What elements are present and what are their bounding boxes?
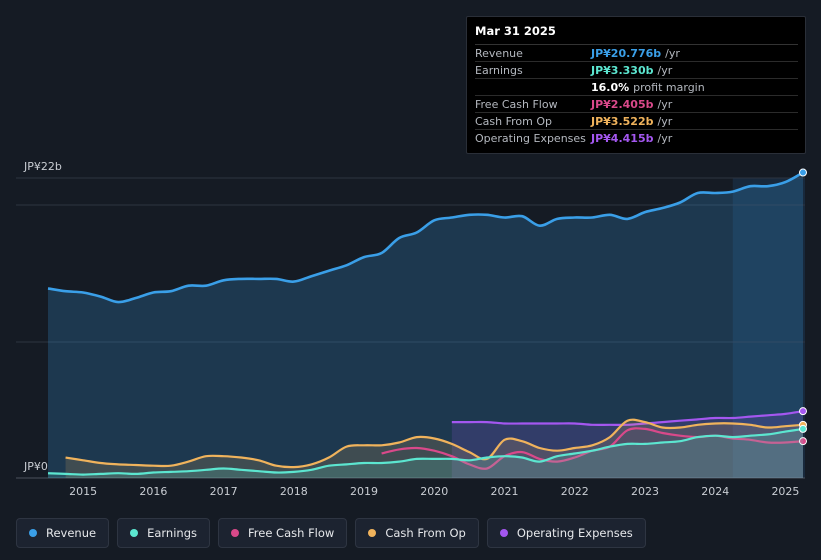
tooltip-label: Revenue: [475, 46, 523, 60]
series-line-revenue: [47, 171, 804, 304]
series-area-cash-from-op: [65, 419, 804, 478]
legend-label: Cash From Op: [385, 526, 466, 540]
series-line-earnings: [47, 427, 804, 476]
tooltip-row-profit-margin: 16.0% profit margin: [475, 79, 798, 96]
tooltip-value: JP¥4.415b: [591, 132, 654, 145]
x-tick-label: 2015: [69, 485, 97, 498]
tooltip-label: Free Cash Flow: [475, 97, 558, 111]
tooltip-row-earnings: Earnings JP¥3.330b /yr: [475, 62, 798, 79]
x-tick-label: 2025: [771, 485, 799, 498]
tooltip-unit: /yr: [657, 63, 673, 77]
x-axis-ticks: 2015 2016 2017 2018 2019 2020 2021 2022 2023 2024…: [69, 485, 799, 498]
legend-item-earnings[interactable]: Earnings: [117, 518, 210, 548]
tooltip-unit: profit margin: [633, 80, 705, 94]
tooltip-unit: /yr: [657, 114, 673, 128]
tooltip-row-operating-expenses: Operating Expenses JP¥4.415b /yr: [475, 130, 798, 147]
legend-label: Earnings: [147, 526, 197, 540]
tooltip-row-revenue: Revenue JP¥20.776b /yr: [475, 45, 798, 62]
series-line-cash-from-op: [65, 418, 804, 469]
tooltip-date: Mar 31 2025: [475, 24, 798, 45]
series-end-dot-free-cash-flow: [799, 437, 807, 446]
x-tick-label: 2021: [491, 485, 519, 498]
series-line-operating-expenses: [451, 410, 804, 426]
x-tick-label: 2016: [139, 485, 167, 498]
tooltip-row-free-cash-flow: Free Cash Flow JP¥2.405b /yr: [475, 96, 798, 113]
tooltip-unit: /yr: [657, 97, 673, 111]
series-layer: [47, 168, 807, 478]
tooltip-unit: /yr: [657, 132, 673, 145]
legend-dot-icon: [231, 529, 239, 537]
x-tick-label: 2023: [631, 485, 659, 498]
x-tick-label: 2022: [561, 485, 589, 498]
tooltip-value: JP¥2.405b: [591, 97, 654, 111]
legend-item-free-cash-flow[interactable]: Free Cash Flow: [218, 518, 348, 548]
tooltip-row-cash-from-op: Cash From Op JP¥3.522b /yr: [475, 113, 798, 130]
y-axis-bottom-label: JP¥0: [23, 460, 48, 473]
tooltip-value: JP¥3.330b: [591, 63, 654, 77]
tooltip-unit: /yr: [665, 46, 680, 60]
series-area-earnings: [48, 428, 803, 478]
x-tick-label: 2020: [420, 485, 448, 498]
legend-label: Operating Expenses: [516, 526, 633, 540]
legend-label: Free Cash Flow: [248, 526, 335, 540]
tooltip-label: Operating Expenses: [475, 132, 586, 145]
tooltip-value: 16.0%: [591, 80, 630, 94]
x-tick-label: 2024: [701, 485, 729, 498]
tooltip-label: Cash From Op: [475, 114, 553, 128]
tooltip-value: JP¥3.522b: [591, 114, 654, 128]
series-area-revenue: [48, 172, 803, 478]
y-axis-top-label: JP¥22b: [23, 160, 62, 173]
series-end-dot-earnings: [799, 424, 807, 433]
legend-item-revenue[interactable]: Revenue: [16, 518, 110, 548]
chart-canvas: 2015 2016 2017 2018 2019 2020 2021 2022 2023 2024…: [16, 160, 807, 498]
legend-dot-icon: [499, 529, 508, 537]
legend-label: Revenue: [46, 526, 97, 540]
x-tick-label: 2019: [350, 485, 378, 498]
tooltip-label: Earnings: [475, 63, 523, 77]
series-end-dot-operating-expenses: [799, 407, 807, 416]
legend-dot-icon: [130, 529, 139, 537]
legend-item-operating-expenses[interactable]: Operating Expenses: [486, 518, 646, 548]
x-tick-label: 2017: [210, 485, 238, 498]
chart-legend: Revenue Earnings Free Cash Flow Cash Fro…: [16, 518, 646, 548]
x-tick-label: 2018: [280, 485, 308, 498]
legend-dot-icon: [29, 529, 37, 537]
legend-dot-icon: [368, 529, 377, 537]
legend-item-cash-from-op[interactable]: Cash From Op: [355, 518, 479, 548]
series-end-dot-revenue: [799, 168, 807, 177]
tooltip-value: JP¥20.776b: [591, 46, 662, 60]
tooltip-panel: Mar 31 2025 Revenue JP¥20.776b /yr Earni…: [466, 16, 806, 154]
